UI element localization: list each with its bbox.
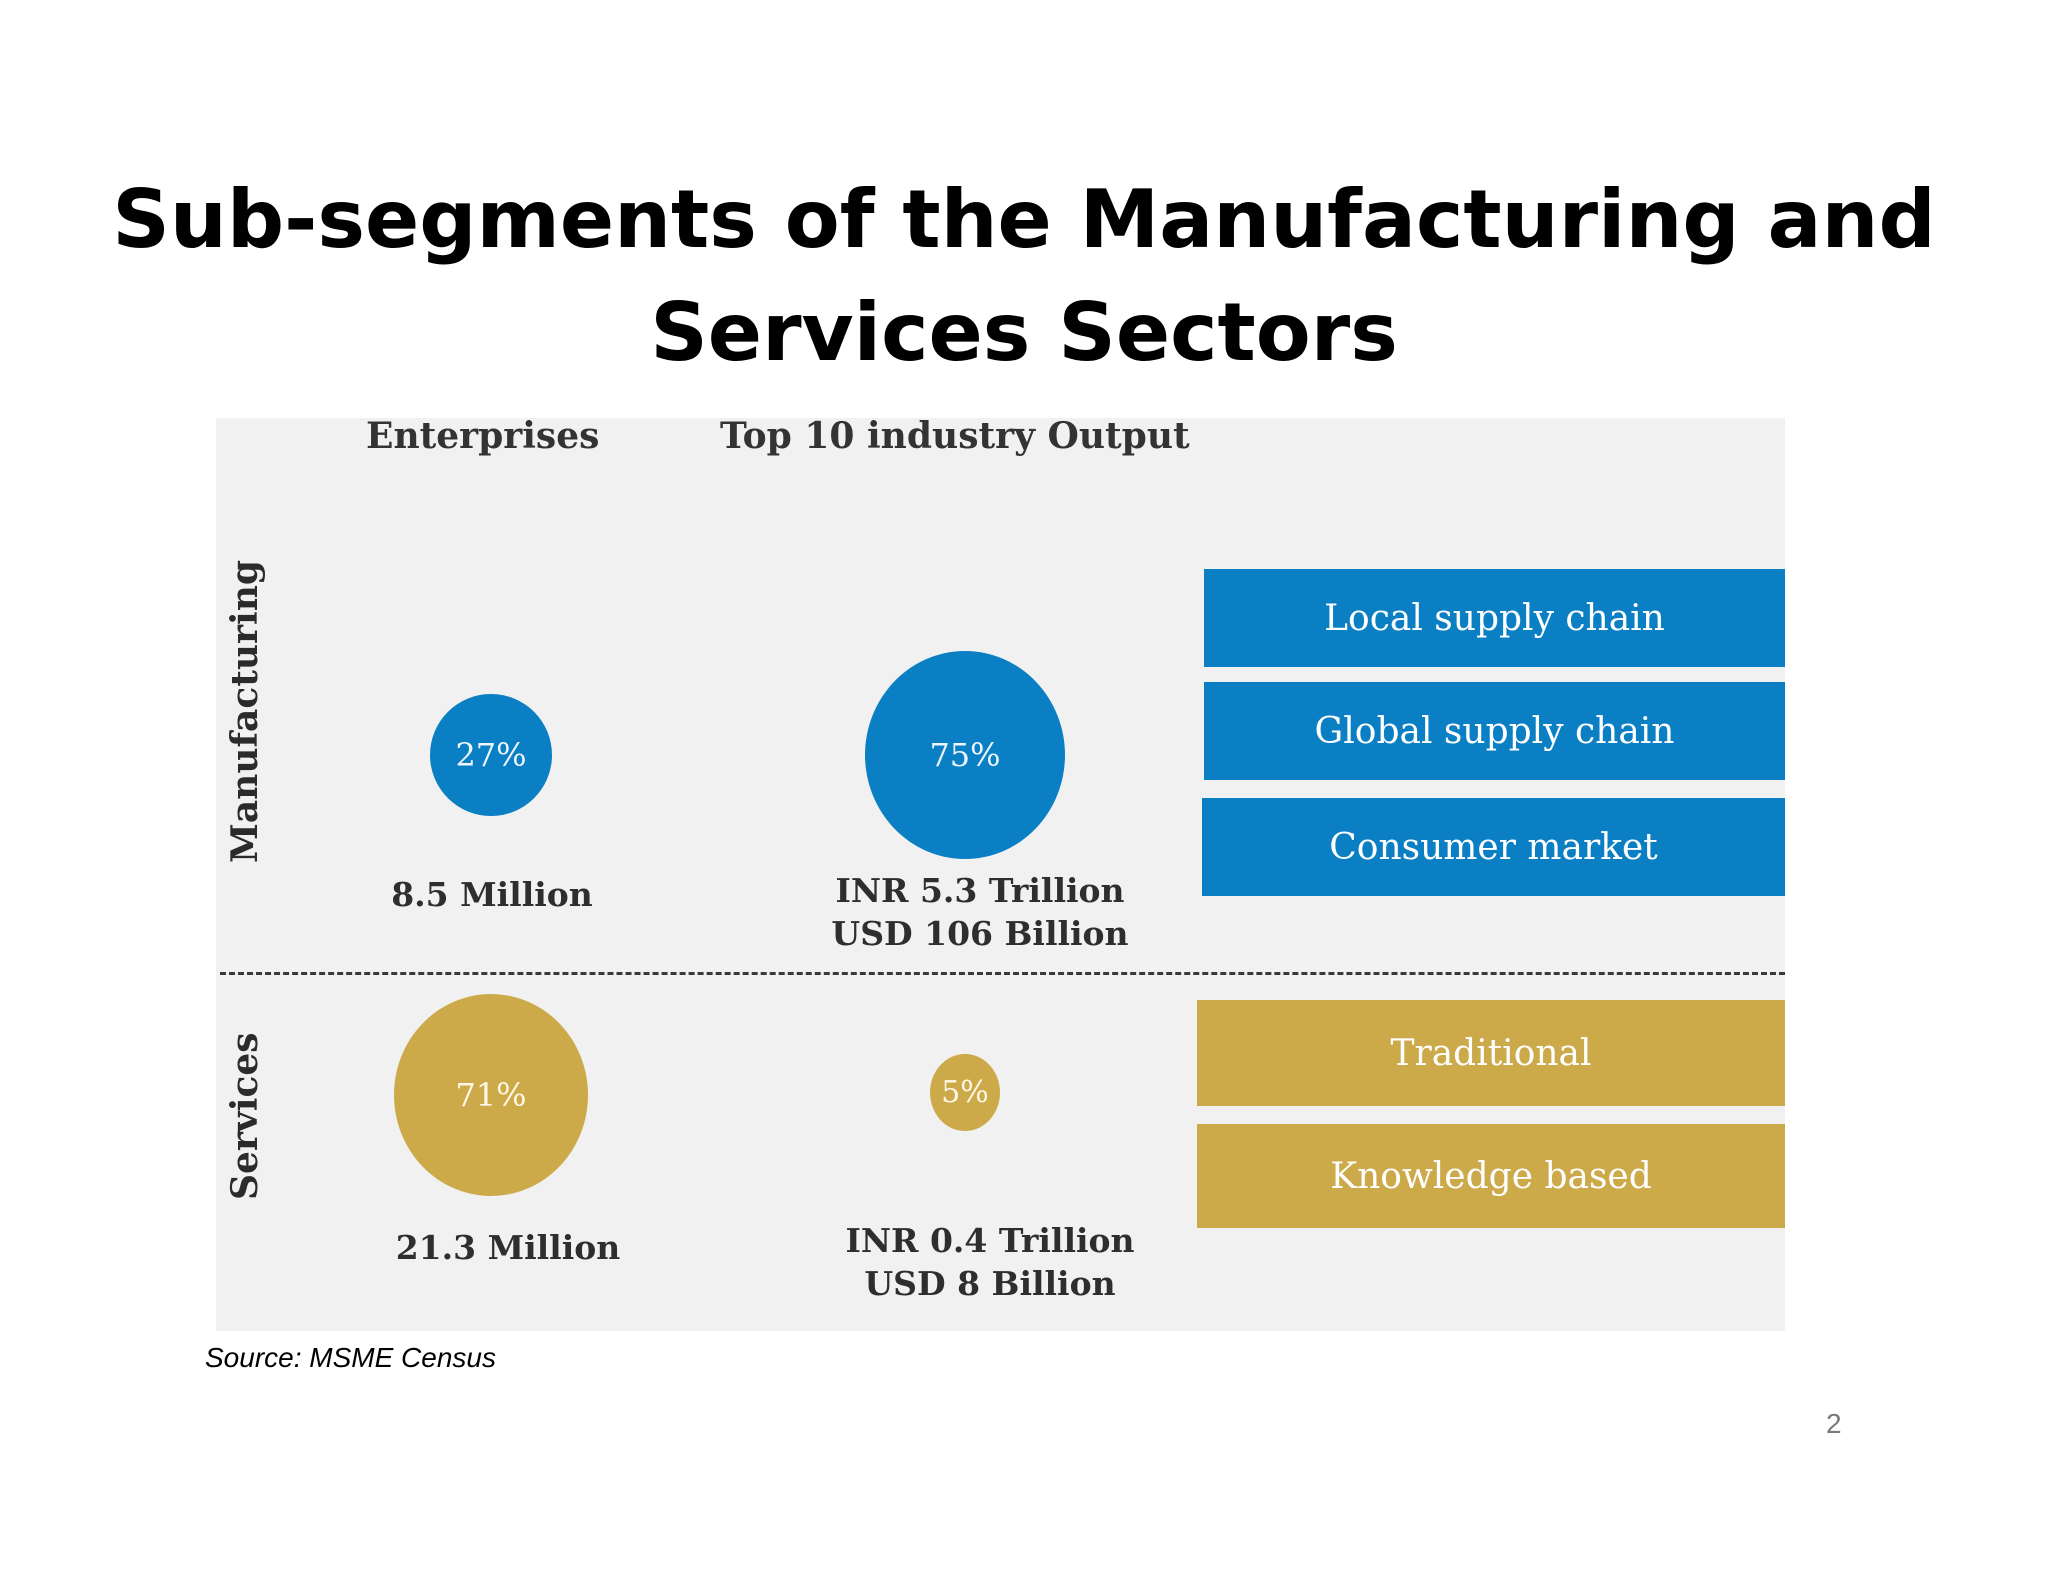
manufacturing-output-bubble: 75% [865, 651, 1065, 859]
manufacturing-enterprises-share: 27% [455, 736, 527, 774]
output-column-header: Top 10 industry Output [720, 415, 1190, 457]
enterprises-column-header: Enterprises [366, 415, 600, 457]
services-segment-label: Traditional [1390, 1032, 1592, 1074]
slide-title: Sub-segments of the Manufacturing and Se… [0, 163, 2048, 389]
services-segment-label: Knowledge based [1330, 1155, 1652, 1197]
manufacturing-row-label: Manufacturing [224, 559, 266, 863]
slide-title-line-1: Sub-segments of the Manufacturing and [112, 173, 1936, 266]
manufacturing-segment-bar: Local supply chain [1204, 569, 1785, 667]
manufacturing-output-share: 75% [929, 736, 1001, 774]
services-segment-bar: Knowledge based [1197, 1124, 1785, 1228]
manufacturing-segment-bar: Consumer market [1202, 798, 1785, 896]
manufacturing-enterprises-bubble: 27% [430, 694, 552, 816]
services-output-usd: USD 8 Billion [864, 1264, 1116, 1303]
manufacturing-output-inr: INR 5.3 Trillion [835, 871, 1125, 910]
services-output-bubble: 5% [930, 1054, 1000, 1131]
services-segment-bar: Traditional [1197, 1000, 1785, 1106]
services-output-values: INR 0.4 Trillion USD 8 Billion [840, 1219, 1140, 1305]
manufacturing-output-usd: USD 106 Billion [831, 914, 1129, 953]
manufacturing-segment-label: Global supply chain [1314, 710, 1675, 752]
services-enterprises-share: 71% [455, 1076, 527, 1114]
manufacturing-segment-bar: Global supply chain [1204, 682, 1785, 780]
services-enterprises-bubble: 71% [394, 994, 588, 1196]
sector-divider [220, 972, 1785, 975]
manufacturing-segment-label: Local supply chain [1324, 597, 1665, 639]
source-note: Source: MSME Census [205, 1342, 496, 1373]
manufacturing-output-values: INR 5.3 Trillion USD 106 Billion [830, 869, 1130, 955]
services-output-share: 5% [941, 1075, 989, 1110]
slide-title-line-2: Services Sectors [650, 286, 1398, 379]
manufacturing-segment-label: Consumer market [1329, 826, 1658, 868]
services-row-label: Services [224, 1032, 266, 1200]
services-output-inr: INR 0.4 Trillion [845, 1221, 1135, 1260]
page-number: 2 [1826, 1408, 1842, 1439]
services-enterprises-count: 21.3 Million [395, 1228, 621, 1267]
manufacturing-enterprises-count: 8.5 Million [391, 875, 593, 914]
